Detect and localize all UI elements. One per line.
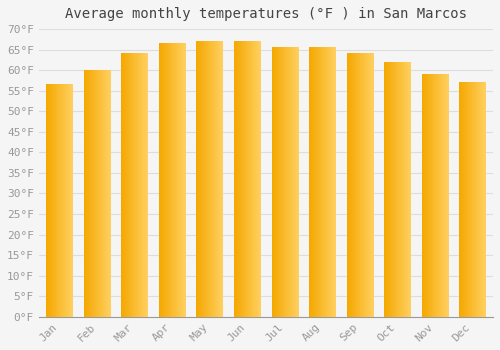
Title: Average monthly temperatures (°F ) in San Marcos: Average monthly temperatures (°F ) in Sa… [65, 7, 467, 21]
